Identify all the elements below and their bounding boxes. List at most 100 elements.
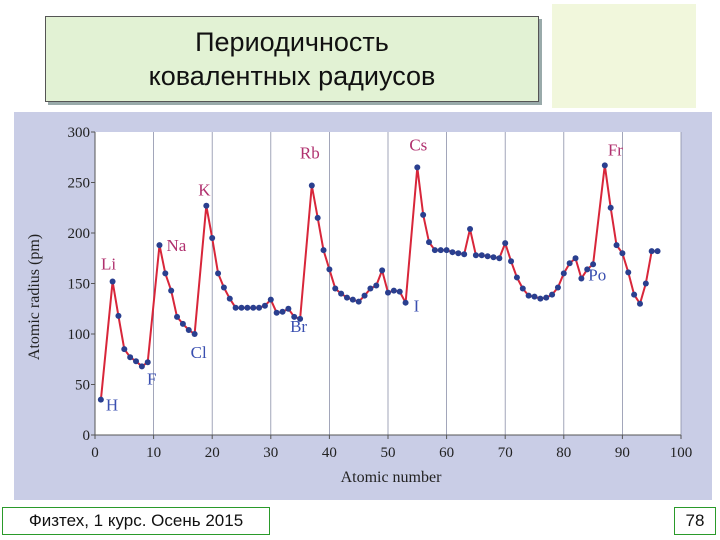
data-point	[502, 240, 509, 247]
data-point	[467, 225, 474, 232]
data-point	[619, 250, 626, 257]
data-point	[554, 284, 561, 291]
slide-title: Периодичность ковалентных радиусов	[148, 27, 436, 91]
data-point	[361, 292, 368, 299]
element-label-fr: Fr	[608, 140, 623, 159]
element-labels-layer: H Li F Na Cl K Br Rb I Cs Po Fr	[101, 135, 623, 414]
data-point	[420, 211, 427, 218]
data-point	[373, 282, 380, 289]
y-tick-label: 50	[75, 378, 90, 394]
x-tick-label: 90	[615, 445, 630, 461]
data-point	[267, 296, 274, 303]
data-point	[174, 313, 181, 320]
data-point	[191, 331, 198, 337]
data-point	[185, 326, 192, 333]
data-point	[385, 289, 391, 296]
data-point	[519, 285, 526, 292]
y-tick-label: 200	[68, 226, 91, 242]
data-point	[238, 304, 245, 311]
data-point	[549, 291, 556, 298]
data-point	[367, 285, 374, 292]
slide-title-box: Периодичность ковалентных радиусов	[45, 16, 539, 102]
x-tick-label: 50	[381, 445, 396, 461]
element-label-rb: Rb	[300, 144, 320, 163]
element-label-f: F	[147, 369, 156, 388]
data-point	[590, 261, 597, 268]
data-point	[291, 313, 298, 320]
x-tick-label: 40	[322, 445, 337, 461]
data-point	[566, 260, 573, 267]
data-point	[314, 214, 321, 221]
data-point	[308, 182, 315, 189]
data-point	[496, 255, 503, 262]
data-point	[572, 255, 579, 262]
x-tick-label: 80	[556, 445, 571, 461]
data-point	[437, 247, 444, 254]
data-point	[127, 354, 134, 361]
data-point	[138, 363, 145, 370]
chart-panel: 0 50 100 150 200 250 300 0 10 20 30 40 50 60 70 80 90 100…	[14, 112, 712, 500]
data-point	[349, 296, 356, 303]
data-point	[343, 294, 350, 301]
data-point	[168, 287, 175, 294]
data-point	[648, 248, 655, 255]
data-point	[484, 253, 491, 260]
data-point	[121, 346, 128, 353]
element-label-cs: Cs	[409, 135, 427, 154]
y-tick-label: 300	[68, 125, 91, 141]
data-point	[426, 239, 433, 246]
data-point	[232, 304, 239, 311]
data-point	[396, 288, 403, 295]
data-point	[513, 274, 520, 281]
data-point	[256, 304, 263, 311]
y-tick-label: 250	[68, 176, 91, 192]
grid-layer	[94, 132, 682, 435]
data-point	[326, 266, 333, 273]
data-point	[144, 359, 151, 366]
data-point	[642, 280, 649, 287]
data-point	[537, 295, 544, 302]
x-tick-label: 20	[205, 445, 220, 461]
data-point	[379, 267, 386, 274]
y-tick-label: 0	[83, 428, 91, 444]
data-point	[654, 248, 661, 255]
x-tick-label: 70	[498, 445, 513, 461]
element-label-cl: Cl	[191, 343, 207, 362]
data-point	[115, 312, 122, 319]
data-point	[209, 235, 216, 242]
data-point	[338, 290, 345, 297]
data-point	[250, 304, 257, 311]
data-point	[97, 396, 104, 403]
data-point	[636, 300, 643, 307]
data-point	[631, 291, 638, 298]
y-axis-label: Atomic radius (pm)	[26, 234, 43, 360]
element-label-h: H	[106, 396, 118, 415]
data-point	[273, 309, 280, 316]
data-point	[162, 270, 169, 277]
decorative-box	[552, 4, 696, 108]
data-point	[261, 302, 268, 309]
data-point	[578, 275, 585, 282]
data-point	[455, 250, 462, 257]
data-point	[133, 358, 140, 365]
x-tick-label: 60	[439, 445, 454, 461]
data-point	[244, 304, 251, 311]
radius-chart: 0 50 100 150 200 250 300 0 10 20 30 40 50 60 70 80 90 100…	[26, 125, 692, 486]
element-label-br: Br	[290, 317, 307, 336]
data-point	[320, 247, 327, 254]
data-point	[508, 258, 515, 265]
element-label-po: Po	[588, 265, 606, 284]
data-point	[443, 247, 450, 254]
data-point	[332, 285, 339, 292]
data-point	[625, 269, 632, 276]
page-number: 78	[674, 507, 716, 535]
data-point	[279, 308, 286, 315]
data-point	[431, 247, 438, 254]
y-tick-label: 100	[68, 327, 91, 343]
data-point	[543, 294, 550, 301]
x-axis-label: Atomic number	[341, 469, 443, 486]
element-label-k: K	[198, 181, 211, 200]
data-point	[156, 242, 163, 249]
data-point	[472, 252, 479, 259]
data-point	[215, 270, 222, 277]
